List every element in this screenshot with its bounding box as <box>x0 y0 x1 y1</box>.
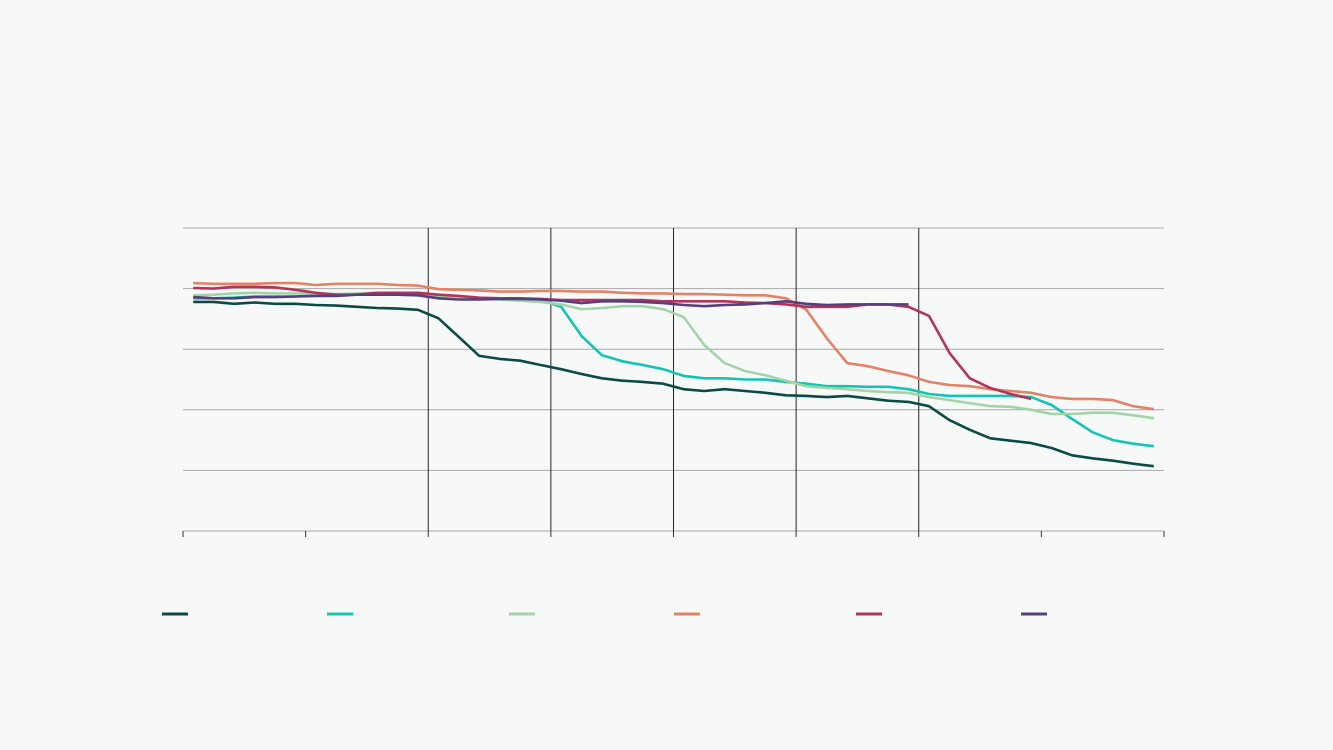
series-line <box>193 300 1154 468</box>
series-line <box>193 293 909 308</box>
